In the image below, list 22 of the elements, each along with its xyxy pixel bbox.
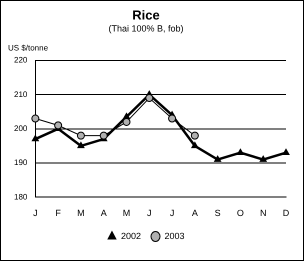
x-tick-label: J	[147, 208, 152, 218]
chart-subtitle: (Thai 100% B, fob)	[108, 23, 184, 34]
x-tick-label: A	[100, 208, 107, 218]
x-tick-label: F	[55, 208, 62, 218]
y-tick-label: 200	[14, 124, 28, 134]
chart-title: Rice	[132, 7, 160, 22]
x-tick-label: J	[33, 208, 38, 218]
x-tick-label: S	[214, 208, 221, 218]
y-tick-label: 220	[14, 56, 28, 65]
y-tick-label: 210	[14, 90, 28, 99]
x-tick-label: J	[170, 208, 174, 218]
y-axis-title: US $/tonne	[8, 44, 49, 53]
x-tick-label: A	[192, 208, 198, 218]
x-tick-label: D	[282, 208, 290, 218]
y-tick-label: 180	[14, 192, 28, 202]
x-tick-label: M	[122, 208, 130, 218]
x-tick-label: N	[260, 208, 266, 218]
x-tick-label: O	[236, 208, 244, 218]
legend-label: 2003	[164, 230, 185, 241]
y-tick-label: 190	[14, 158, 28, 168]
x-tick-label: M	[77, 208, 85, 218]
legend-label: 2002	[120, 230, 142, 241]
